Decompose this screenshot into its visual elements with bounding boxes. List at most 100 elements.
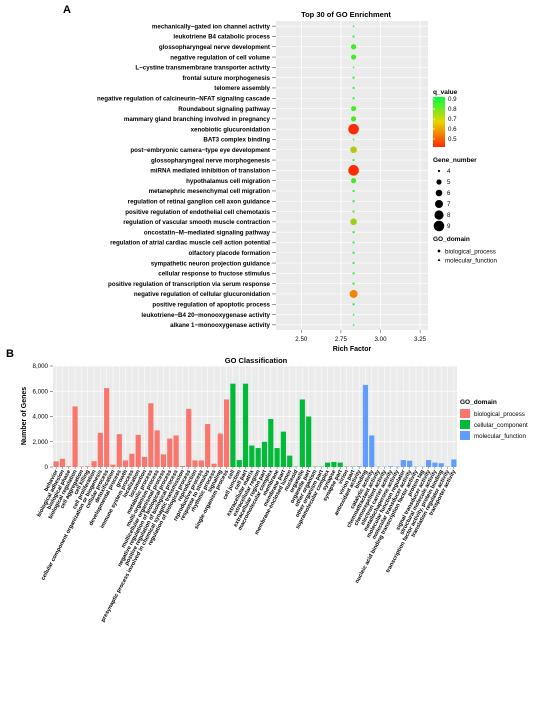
enrichment-x-axis-title: Rich Factor <box>333 346 372 353</box>
qvalue-tick-label: 0.9 <box>448 96 457 103</box>
gene-number-label: 4 <box>447 168 451 175</box>
classification-bar <box>268 419 274 467</box>
classification-bar <box>331 461 337 467</box>
classification-bar <box>388 466 394 467</box>
enrichment-point <box>352 158 355 162</box>
classification-bar <box>72 406 78 467</box>
domain-bp-symbol <box>437 249 441 253</box>
classification-bar <box>325 462 331 467</box>
enrichment-term-label: mechanically−gated ion channel activity <box>152 23 271 30</box>
classification-bar <box>148 403 154 467</box>
classification-bar <box>274 448 280 467</box>
enrichment-term-label: regulation of retinal ganglion cell axon… <box>128 198 271 205</box>
classification-bar <box>242 383 249 467</box>
classification-bar <box>135 434 141 467</box>
enrichment-term-label: post−embryonic camera−type eye developme… <box>130 147 270 154</box>
classification-bar <box>211 463 217 467</box>
x-tick-label: 2.50 <box>295 336 308 343</box>
enrichment-term-label: alkane 1−monooxygenase activity <box>170 322 270 329</box>
qvalue-legend-title: q_value <box>433 89 458 96</box>
category-label: cell <box>227 469 237 480</box>
enrichment-term-label: miRNA mediated inhibition of translation <box>150 168 270 175</box>
classification-bar <box>123 460 129 467</box>
legend-label: biological_process <box>474 411 525 418</box>
enrichment-points <box>348 24 359 326</box>
legend-label: cellular_component <box>474 422 528 429</box>
enrichment-point <box>352 241 355 244</box>
enrichment-point <box>352 97 355 100</box>
gene-number-legend: 4 5 6 7 8 9 <box>433 168 451 232</box>
classification-bar <box>167 438 173 467</box>
domain-legend-title: GO_domain <box>433 236 470 243</box>
enrichment-term-label: L−cystine transmembrane transporter acti… <box>135 65 270 72</box>
enrichment-chart-title: Top 30 of GO Enrichment <box>301 10 391 19</box>
y-tick-label: 2,000 <box>33 439 49 446</box>
legend-swatch <box>460 409 470 418</box>
classification-bar <box>362 384 369 467</box>
enrichment-term-label: metanephric mesenchymal cell migration <box>149 188 271 195</box>
go-classification-panel: B GO Classification 0 2,000 4,000 6,000 8,00… <box>6 348 528 623</box>
enrichment-term-label: telomere assembly <box>214 85 270 92</box>
enrichment-term-label: negative regulation of cellular glucuron… <box>134 291 270 298</box>
enrichment-term-label: glossopharyngeal nerve morphogenesis <box>151 157 271 164</box>
classification-bar <box>306 416 312 467</box>
qvalue-colorbar <box>433 97 445 147</box>
classification-bar <box>337 462 343 467</box>
classification-legend-title: GO_domain <box>460 399 497 406</box>
classification-bar <box>205 424 211 467</box>
classification-bar <box>110 464 116 467</box>
qvalue-tick-label: 0.5 <box>448 136 457 143</box>
classification-bar <box>407 460 413 467</box>
gene-number-label: 7 <box>447 201 451 208</box>
panel-label-b: B <box>6 348 14 360</box>
classification-legend-items: biological_process cellular_componentmole… <box>460 409 528 440</box>
enrichment-legend: q_value 0.9 0.8 0.7 0.6 0.5 Gene_number 4 5 6 7… <box>433 89 497 265</box>
y-tick-label: 6,000 <box>33 388 49 395</box>
enrichment-term-label: oncostatin−M−mediated signaling pathway <box>144 229 271 236</box>
gene-number-symbol <box>435 189 443 197</box>
qvalue-tick-label: 0.8 <box>448 106 457 113</box>
classification-bar <box>186 408 192 467</box>
classification-bar <box>192 460 198 467</box>
gene-number-symbol <box>433 220 445 232</box>
enrichment-term-label: Roundabout signaling pathway <box>178 106 270 113</box>
enrichment-point <box>352 231 355 234</box>
classification-bar <box>261 441 268 467</box>
enrichment-term-label: sympathetic neuron projection guidance <box>151 260 271 267</box>
enrichment-term-label: BAT3 complex binding <box>203 137 270 144</box>
enrichment-point <box>352 76 355 79</box>
qvalue-ticks: 0.9 0.8 0.7 0.6 0.5 <box>433 96 457 143</box>
panel-label-a: A <box>63 4 71 16</box>
classification-chart-title: GO Classification <box>225 356 288 365</box>
enrichment-point <box>352 189 355 193</box>
enrichment-point <box>350 146 357 154</box>
enrichment-term-label: negative regulation of cell volume <box>170 54 270 61</box>
enrichment-term-label: leukotriene B4 catabolic process <box>173 34 270 41</box>
y-tick-label: 4,000 <box>33 414 49 421</box>
classification-bar <box>104 388 110 467</box>
enrichment-point <box>352 272 355 275</box>
enrichment-point <box>350 105 357 112</box>
enrichment-point <box>352 251 355 254</box>
enrichment-term-label: glossopharyngeal nerve development <box>159 44 270 51</box>
enrichment-term-label: mammary gland branching involved in preg… <box>124 116 271 123</box>
classification-bar <box>217 433 223 467</box>
gene-number-symbol <box>436 179 442 185</box>
enrichment-term-label: negative regulation of calcineurin−NFAT … <box>97 95 271 102</box>
qvalue-tick-label: 0.6 <box>448 126 457 133</box>
domain-mf-symbol <box>437 258 441 261</box>
x-tick-label: 3.00 <box>374 336 387 343</box>
classification-legend: GO_domain biological_process cellular_com… <box>460 399 528 440</box>
y-tick-label: 0 <box>45 464 49 471</box>
enrichment-point <box>352 200 355 203</box>
enrichment-term-label: regulation of atrial cardiac muscle cell… <box>110 240 270 247</box>
classification-bar <box>236 460 242 467</box>
legend-swatch <box>460 420 470 429</box>
classification-bar <box>280 431 286 467</box>
enrichment-point <box>352 282 355 285</box>
gene-number-symbol <box>437 169 441 173</box>
enrichment-point <box>352 261 355 265</box>
classification-bar <box>91 461 97 467</box>
enrichment-point <box>350 218 357 226</box>
